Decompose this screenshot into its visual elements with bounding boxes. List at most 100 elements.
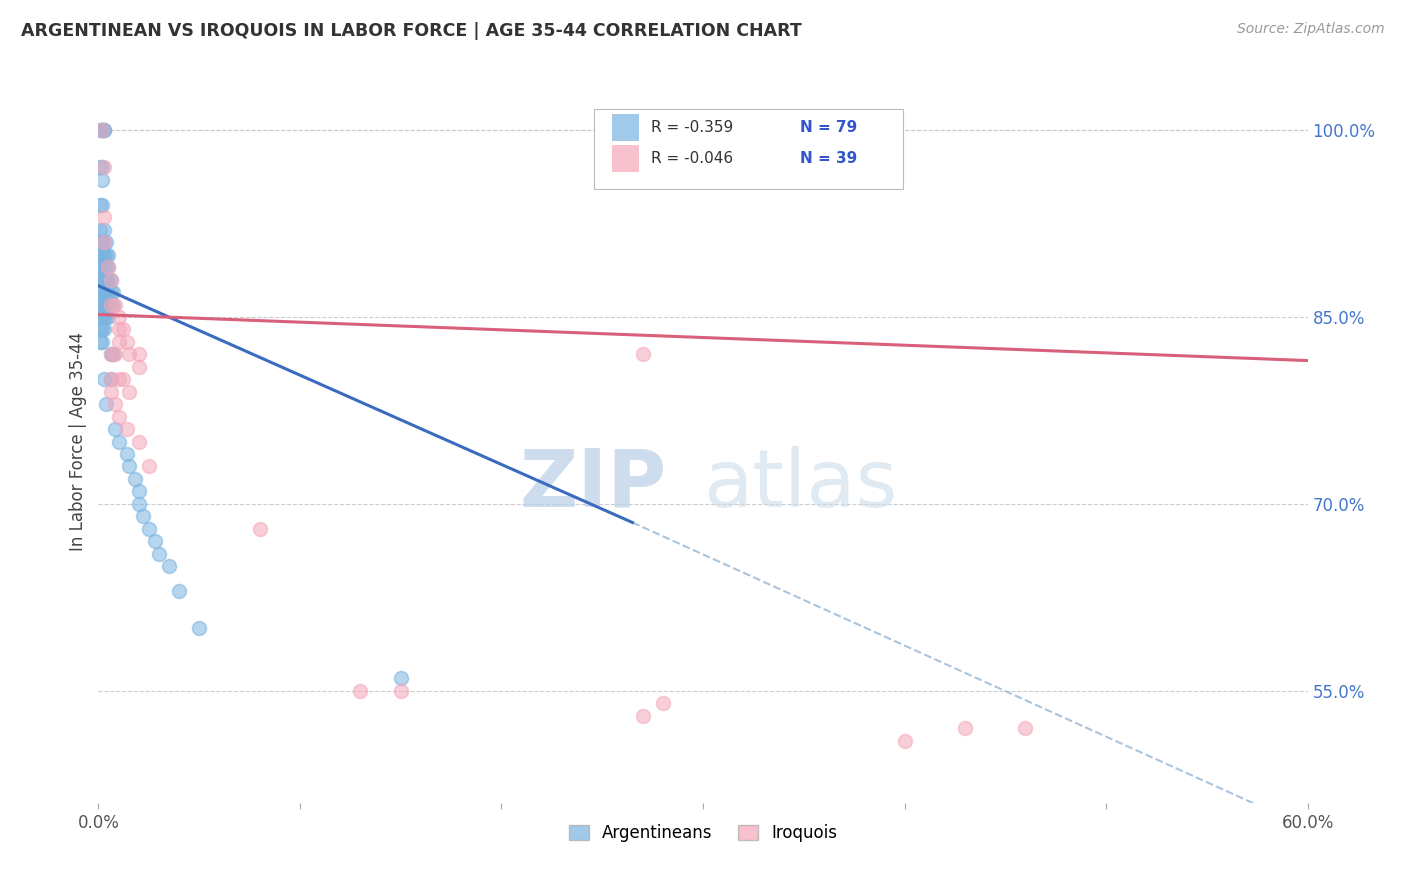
Point [93, 310, 115, 324]
Point [128, 434, 150, 449]
Point [93, 260, 115, 274]
Point [91, 260, 114, 274]
Point [89, 123, 111, 137]
Y-axis label: In Labor Force | Age 35-44: In Labor Force | Age 35-44 [69, 332, 87, 551]
Point [100, 297, 122, 311]
Point [93, 123, 115, 137]
Point [111, 372, 134, 386]
FancyBboxPatch shape [613, 145, 638, 172]
Point [89, 248, 111, 262]
Point [97, 260, 120, 274]
Point [651, 696, 673, 710]
Point [93, 248, 115, 262]
Point [138, 522, 160, 536]
Text: ZIP: ZIP [519, 446, 666, 524]
Point [93, 322, 115, 336]
Point [118, 384, 141, 399]
Point [100, 272, 122, 286]
Point [89, 334, 111, 349]
Point [118, 459, 141, 474]
Point [101, 297, 124, 311]
Legend: Argentineans, Iroquois: Argentineans, Iroquois [562, 817, 844, 848]
Point [89, 235, 111, 250]
Point [103, 297, 125, 311]
Point [97, 260, 120, 274]
Point [138, 459, 160, 474]
Point [93, 223, 115, 237]
Point [93, 123, 115, 137]
Point [93, 372, 115, 386]
Point [91, 272, 114, 286]
Point [101, 285, 124, 299]
Point [115, 447, 138, 461]
Point [97, 272, 120, 286]
Point [111, 322, 134, 336]
Point [100, 384, 122, 399]
Point [91, 198, 114, 212]
Point [89, 198, 111, 212]
Point [100, 347, 122, 361]
Point [107, 409, 129, 424]
Point [631, 347, 654, 361]
Point [91, 123, 114, 137]
Point [97, 248, 120, 262]
Point [249, 522, 271, 536]
Point [93, 161, 115, 175]
Point [96, 310, 118, 324]
Point [1014, 721, 1036, 735]
Point [101, 347, 124, 361]
Point [91, 297, 114, 311]
Point [100, 372, 122, 386]
Point [96, 260, 118, 274]
Point [89, 297, 111, 311]
Point [89, 260, 111, 274]
Point [188, 621, 211, 635]
Point [148, 547, 170, 561]
Point [91, 123, 114, 137]
Point [128, 359, 150, 374]
Point [93, 285, 115, 299]
Point [115, 422, 138, 436]
Point [128, 347, 150, 361]
Point [93, 235, 115, 250]
FancyBboxPatch shape [613, 113, 638, 141]
Point [97, 310, 120, 324]
Point [91, 285, 114, 299]
Point [124, 472, 146, 486]
Text: ARGENTINEAN VS IROQUOIS IN LABOR FORCE | AGE 35-44 CORRELATION CHART: ARGENTINEAN VS IROQUOIS IN LABOR FORCE |… [21, 22, 801, 40]
Text: R = -0.359: R = -0.359 [651, 120, 734, 135]
Point [100, 285, 122, 299]
Point [349, 683, 371, 698]
Point [91, 173, 114, 187]
Point [96, 297, 118, 311]
Point [91, 123, 114, 137]
Point [97, 285, 120, 299]
Point [100, 347, 122, 361]
Point [143, 534, 166, 549]
Point [100, 272, 122, 286]
Point [107, 334, 129, 349]
Point [128, 484, 150, 499]
Point [89, 161, 111, 175]
Point [96, 285, 118, 299]
Point [91, 322, 114, 336]
Point [167, 584, 190, 599]
Point [115, 334, 138, 349]
Point [93, 235, 115, 250]
Point [107, 322, 129, 336]
Point [91, 248, 114, 262]
Point [953, 721, 976, 735]
Point [91, 235, 114, 250]
Text: Source: ZipAtlas.com: Source: ZipAtlas.com [1237, 22, 1385, 37]
Point [93, 272, 115, 286]
Text: R = -0.046: R = -0.046 [651, 151, 733, 166]
Point [103, 347, 125, 361]
Point [107, 372, 129, 386]
Point [91, 334, 114, 349]
Text: atlas: atlas [703, 446, 897, 524]
Point [118, 347, 141, 361]
Text: N = 39: N = 39 [800, 151, 858, 166]
Point [157, 559, 180, 574]
Point [107, 310, 129, 324]
Point [89, 310, 111, 324]
